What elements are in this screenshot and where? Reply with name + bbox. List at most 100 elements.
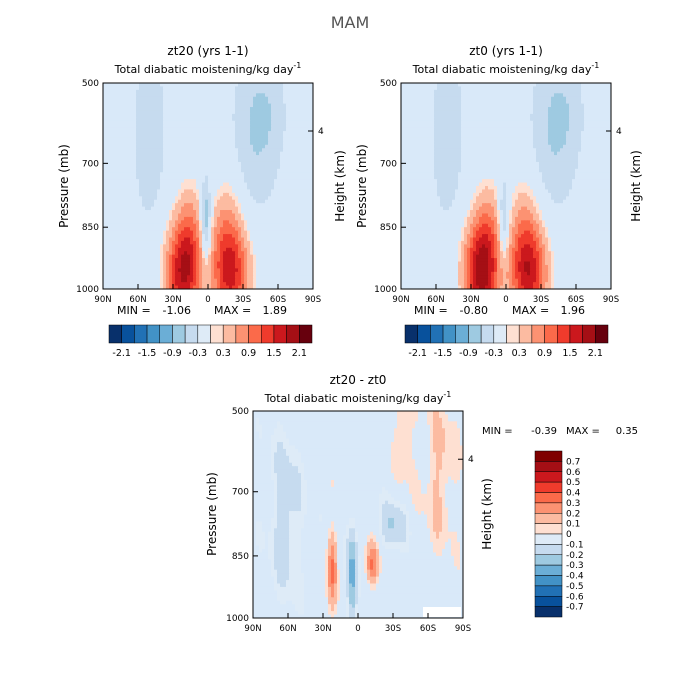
field-cell — [199, 251, 203, 256]
field-cell — [217, 216, 221, 221]
field-cell — [214, 244, 218, 249]
field-cell — [145, 220, 149, 225]
field-cell — [181, 172, 185, 177]
field-cell — [127, 282, 131, 287]
field-cell — [211, 240, 215, 245]
field-cell — [142, 182, 146, 187]
field-cell — [286, 206, 290, 211]
field-cell — [172, 141, 176, 146]
field-cell — [181, 240, 185, 245]
field-cell — [596, 86, 600, 91]
field-cell — [256, 175, 260, 180]
field-cell — [301, 141, 305, 146]
field-cell — [139, 216, 143, 221]
field-cell — [590, 113, 594, 118]
field-cell — [121, 234, 125, 239]
field-cell — [172, 161, 176, 166]
field-cell — [130, 151, 134, 156]
field-cell — [241, 206, 245, 211]
field-cell — [271, 223, 275, 228]
field-cell — [211, 172, 215, 177]
field-cell — [229, 213, 233, 218]
field-cell — [274, 103, 278, 108]
field-cell — [286, 247, 290, 252]
field-cell — [169, 261, 173, 266]
field-cell — [280, 264, 284, 269]
field-cell — [130, 131, 134, 136]
field-cell — [154, 282, 158, 287]
field-cell — [265, 83, 269, 88]
field-cell — [286, 100, 290, 105]
field-cell — [253, 134, 257, 139]
field-cell — [437, 107, 441, 112]
field-cell — [124, 168, 128, 173]
field-cell — [151, 223, 155, 228]
field-cell — [247, 86, 251, 91]
field-cell — [283, 227, 287, 232]
field-cell — [127, 110, 131, 115]
field-cell — [118, 96, 122, 101]
field-cell — [127, 131, 131, 136]
field-cell — [172, 134, 176, 139]
field-cell — [106, 179, 110, 184]
field-cell — [593, 89, 597, 94]
field-cell — [220, 220, 224, 225]
field-cell — [172, 113, 176, 118]
field-cell — [184, 107, 188, 112]
field-cell — [112, 258, 116, 263]
field-cell — [202, 182, 206, 187]
field-cell — [440, 117, 444, 122]
field-cell — [181, 175, 185, 180]
field-cell — [413, 83, 417, 88]
field-cell — [103, 148, 107, 153]
field-cell — [106, 120, 110, 125]
field-cell — [253, 172, 257, 177]
field-cell — [256, 227, 260, 232]
field-cell — [301, 93, 305, 98]
field-cell — [217, 271, 221, 276]
field-cell — [190, 192, 194, 197]
field-cell — [536, 113, 540, 118]
field-cell — [310, 186, 313, 191]
field-cell — [277, 158, 281, 163]
field-cell — [160, 161, 164, 166]
field-cell — [416, 117, 420, 122]
field-cell — [515, 110, 519, 115]
field-cell — [241, 89, 245, 94]
field-cell — [154, 271, 158, 276]
field-cell — [205, 175, 209, 180]
field-cell — [214, 86, 218, 91]
field-cell — [521, 100, 525, 105]
field-cell — [148, 254, 152, 259]
field-cell — [262, 93, 266, 98]
field-cell — [127, 107, 131, 112]
field-cell — [527, 89, 531, 94]
field-cell — [250, 155, 254, 160]
field-cell — [211, 220, 215, 225]
field-cell — [187, 210, 191, 215]
field-cell — [145, 285, 149, 289]
field-cell — [548, 86, 552, 91]
field-cell — [118, 268, 122, 273]
field-cell — [151, 203, 155, 208]
field-cell — [163, 282, 167, 287]
colorbar-swatch — [299, 324, 313, 344]
field-cell — [205, 237, 209, 242]
field-cell — [256, 134, 260, 139]
field-cell — [602, 86, 606, 91]
field-cell — [187, 86, 191, 91]
field-cell — [298, 89, 302, 94]
field-cell — [124, 110, 128, 115]
field-cell — [124, 196, 128, 201]
field-cell — [253, 137, 257, 142]
field-cell — [536, 107, 540, 112]
field-cell — [289, 161, 293, 166]
field-cell — [247, 117, 251, 122]
field-cell — [121, 110, 125, 115]
field-cell — [446, 89, 450, 94]
field-cell — [154, 148, 158, 153]
field-cell — [163, 83, 167, 88]
field-cell — [220, 196, 224, 201]
field-cell — [244, 237, 248, 242]
field-cell — [455, 103, 459, 108]
